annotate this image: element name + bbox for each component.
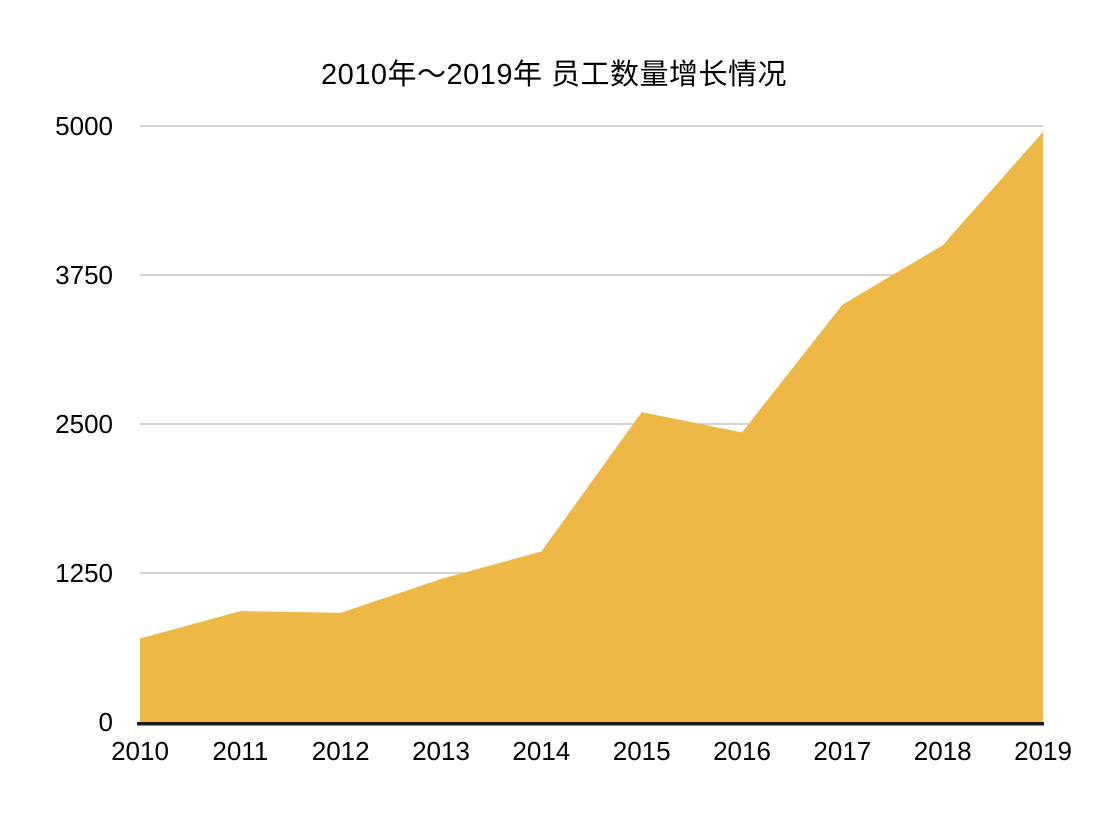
y-axis-label: 5000 (55, 111, 113, 141)
y-axis-label: 3750 (55, 260, 113, 290)
y-axis-label: 1250 (55, 558, 113, 588)
x-axis-label: 2015 (612, 736, 671, 766)
x-axis-label: 2018 (913, 736, 972, 766)
area-series (140, 131, 1043, 722)
x-axis-label: 2010 (111, 736, 169, 766)
chart-title: 2010年～2019年 员工数量增长情况 (320, 59, 788, 91)
x-axis-label: 2011 (212, 736, 269, 766)
x-axis-label: 2014 (512, 736, 571, 766)
x-axis-line (137, 722, 1044, 726)
x-axis-label: 2013 (412, 736, 470, 766)
x-axis-label: 2017 (813, 736, 872, 766)
y-axis-label: 0 (98, 707, 113, 737)
x-axis-label: 2019 (1014, 736, 1072, 766)
y-axis-label: 2500 (55, 409, 113, 439)
x-axis-label: 2012 (311, 736, 370, 766)
x-axis-label: 2016 (713, 736, 771, 766)
